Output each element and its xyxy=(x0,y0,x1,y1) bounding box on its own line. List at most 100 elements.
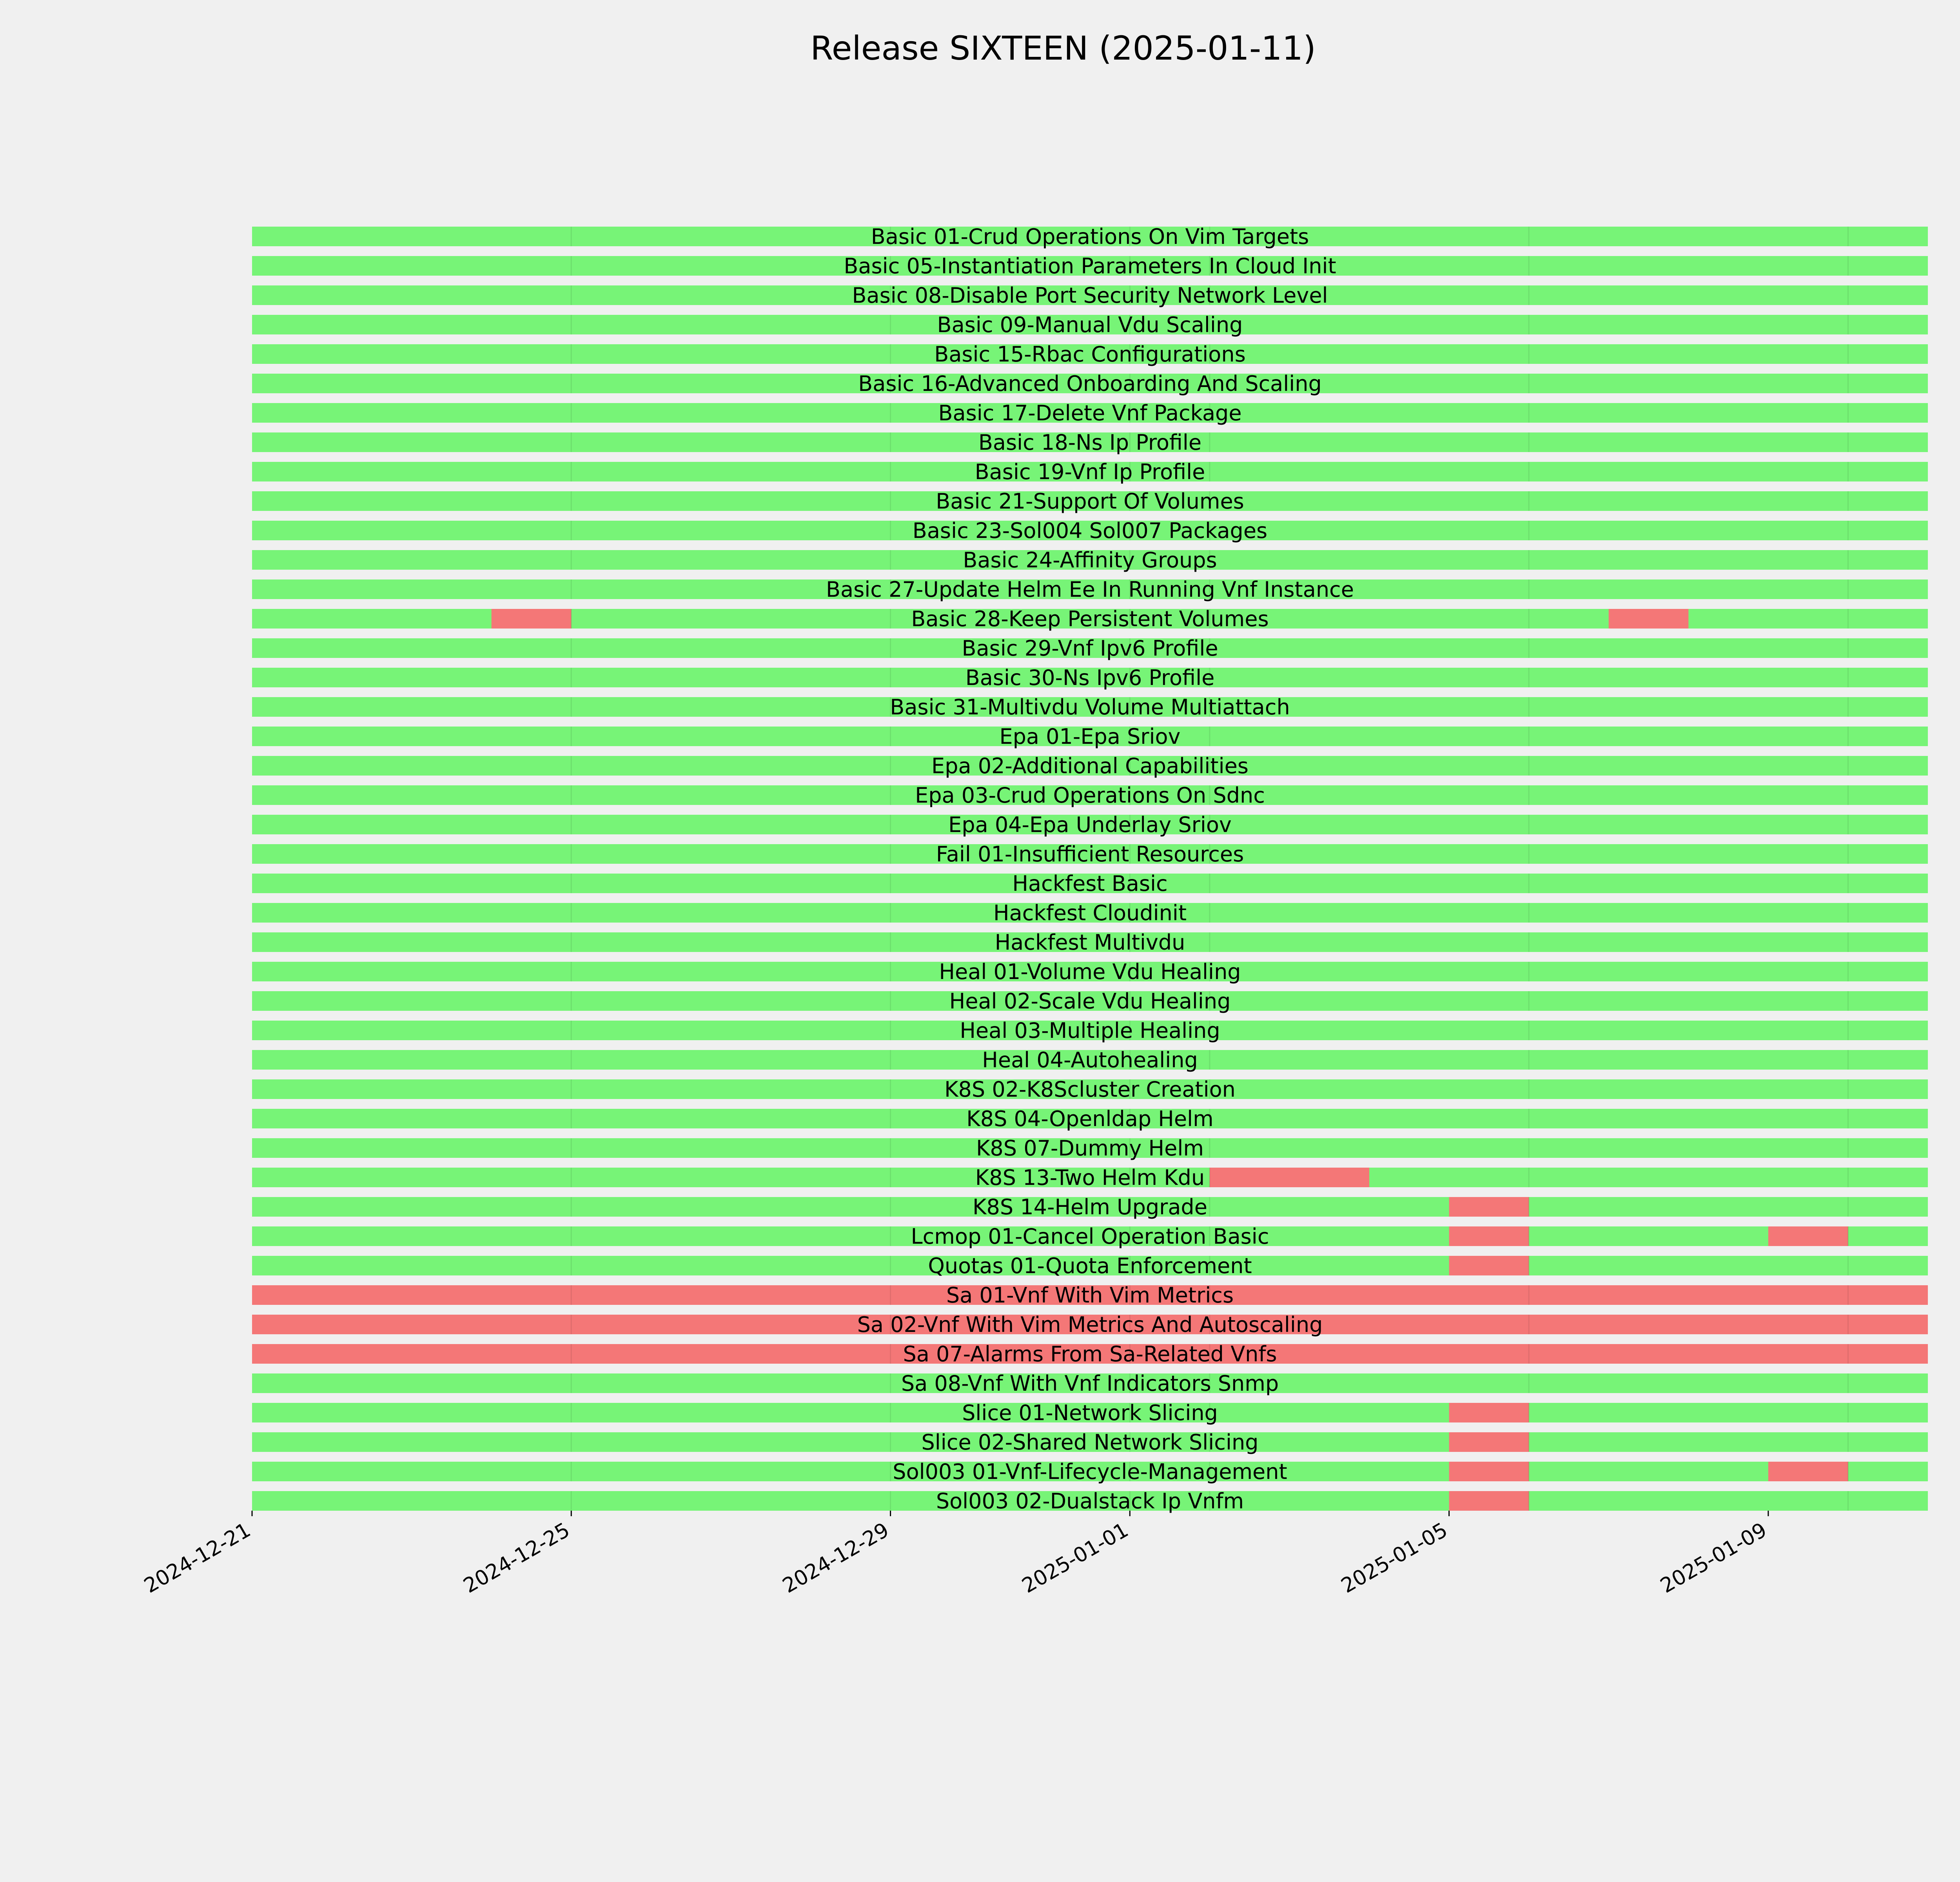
row-label: Basic 08-Disable Port Security Network L… xyxy=(852,283,1328,308)
row-label: Basic 15-Rbac Configurations xyxy=(934,342,1245,367)
fail-bar xyxy=(1449,1432,1529,1452)
row-label: K8S 14-Helm Upgrade xyxy=(973,1195,1207,1219)
fail-bar xyxy=(1768,1462,1848,1481)
timeline-row xyxy=(252,756,1928,776)
row-label: Sa 02-Vnf With Vim Metrics And Autoscali… xyxy=(857,1312,1323,1337)
x-tick-label: 2025-01-05 xyxy=(1337,1518,1452,1598)
row-label: K8S 04-Openldap Helm xyxy=(966,1106,1213,1131)
fail-bar xyxy=(252,1344,1928,1364)
bars-layer xyxy=(252,227,1928,1511)
row-label: Hackfest Multivdu xyxy=(995,930,1185,955)
timeline-row xyxy=(252,491,1928,511)
pass-bar xyxy=(252,815,1928,834)
timeline-row xyxy=(252,844,1928,864)
row-label: Basic 31-Multivdu Volume Multiattach xyxy=(890,695,1290,719)
timeline-row xyxy=(252,874,1928,893)
timeline-row xyxy=(252,285,1928,305)
row-label: Sol003 02-Dualstack Ip Vnfm xyxy=(936,1489,1244,1513)
chart-title: Release SIXTEEN (2025-01-11) xyxy=(810,29,1316,67)
timeline-row xyxy=(252,1344,1928,1364)
pass-bar xyxy=(252,727,1928,746)
pass-bar xyxy=(252,256,1928,276)
row-label: Hackfest Basic xyxy=(1012,871,1167,896)
x-tick-label: 2024-12-21 xyxy=(140,1518,255,1598)
pass-bar xyxy=(252,785,1928,805)
pass-bar xyxy=(252,1432,1928,1452)
timeline-row xyxy=(252,403,1928,423)
row-labels-layer: Basic 01-Crud Operations On Vim Targets B… xyxy=(826,224,1354,1513)
row-label: K8S 02-K8Scluster Creation xyxy=(944,1077,1236,1102)
row-label: K8S 13-Two Helm Kdu xyxy=(975,1165,1205,1190)
fail-bar xyxy=(491,609,572,629)
timeline-row xyxy=(252,1256,1928,1275)
timeline-row xyxy=(252,579,1928,599)
row-label: Epa 02-Additional Capabilities xyxy=(931,754,1249,778)
x-tick-label: 2024-12-25 xyxy=(459,1518,574,1598)
timeline-row xyxy=(252,1050,1928,1070)
timeline-row xyxy=(252,1109,1928,1128)
row-label: K8S 07-Dummy Helm xyxy=(976,1136,1204,1161)
timeline-row xyxy=(252,1432,1928,1452)
timeline-row xyxy=(252,1079,1928,1099)
x-axis-ticks: 2024-12-21 2024-12-25 2024-12-29 2025-01-01… xyxy=(140,1511,1771,1598)
timeline-row xyxy=(252,1315,1928,1334)
pass-bar xyxy=(252,844,1928,864)
timeline-row xyxy=(252,697,1928,717)
pass-bar xyxy=(252,1256,1928,1275)
fail-bar xyxy=(252,1315,1928,1334)
row-label: Basic 18-Ns Ip Profile xyxy=(978,430,1201,455)
pass-bar xyxy=(252,756,1928,776)
x-tick-label: 2025-01-09 xyxy=(1657,1518,1771,1598)
row-label: Basic 29-Vnf Ipv6 Profile xyxy=(962,636,1218,661)
timeline-row xyxy=(252,991,1928,1011)
timeline-row xyxy=(252,638,1928,658)
row-label: Lcmop 01-Cancel Operation Basic xyxy=(911,1224,1269,1249)
x-tick-label: 2024-12-29 xyxy=(779,1518,893,1598)
pass-bar xyxy=(252,932,1928,952)
pass-bar xyxy=(252,1021,1928,1040)
fail-bar xyxy=(1449,1256,1529,1275)
pass-bar xyxy=(252,521,1928,540)
pass-bar xyxy=(252,1403,1928,1422)
row-label: Basic 24-Affinity Groups xyxy=(963,548,1217,572)
timeline-row xyxy=(252,256,1928,276)
pass-bar xyxy=(252,403,1928,423)
fail-bar xyxy=(252,1285,1928,1305)
row-label: Quotas 01-Quota Enforcement xyxy=(928,1253,1252,1278)
timeline-row xyxy=(252,227,1928,246)
pass-bar xyxy=(252,579,1928,599)
row-label: Basic 30-Ns Ipv6 Profile xyxy=(965,665,1215,690)
fail-bar xyxy=(1608,609,1689,629)
x-tick-label: 2025-01-01 xyxy=(1018,1518,1132,1598)
pass-bar xyxy=(252,344,1928,364)
pass-bar xyxy=(252,1109,1928,1128)
timeline-row xyxy=(252,1168,1928,1187)
timeline-row xyxy=(252,315,1928,334)
pass-bar xyxy=(252,903,1928,923)
row-label: Basic 21-Support Of Volumes xyxy=(936,489,1244,514)
timeline-row xyxy=(252,932,1928,952)
row-label: Heal 02-Scale Vdu Healing xyxy=(949,989,1231,1014)
pass-bar xyxy=(252,1050,1928,1070)
row-label: Epa 01-Epa Sriov xyxy=(1000,724,1181,749)
pass-bar xyxy=(252,962,1928,981)
fail-bar xyxy=(1449,1462,1529,1481)
timeline-row xyxy=(252,1373,1928,1393)
row-label: Heal 04-Autohealing xyxy=(982,1048,1198,1072)
pass-bar xyxy=(252,374,1928,393)
row-label: Slice 02-Shared Network Slicing xyxy=(922,1430,1259,1455)
pass-bar xyxy=(252,1373,1928,1393)
pass-bar xyxy=(252,668,1928,687)
timeline-row xyxy=(252,432,1928,452)
pass-bar xyxy=(252,697,1928,717)
pass-bar xyxy=(252,285,1928,305)
pass-bar xyxy=(252,491,1928,511)
timeline-row xyxy=(252,815,1928,834)
fail-bar xyxy=(1768,1226,1848,1246)
pass-bar xyxy=(252,315,1928,334)
row-label: Basic 16-Advanced Onboarding And Scaling xyxy=(858,371,1322,396)
timeline-row xyxy=(252,727,1928,746)
row-label: Basic 05-Instantiation Parameters In Clo… xyxy=(844,254,1336,278)
